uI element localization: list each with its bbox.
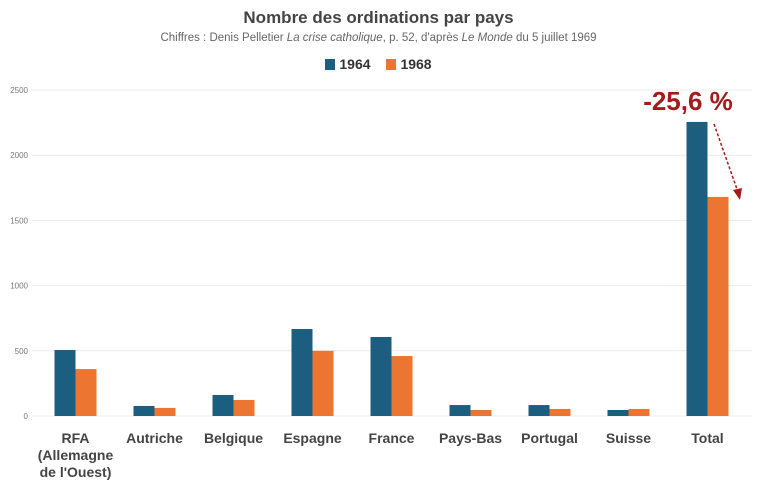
bar-1964 [212,395,234,416]
bar-1964 [291,329,313,416]
x-tick-label: Belgique [204,430,263,446]
legend-label: 1964 [339,56,371,72]
x-tick-label: Portugal [521,430,578,446]
bar-1968 [75,369,97,416]
y-tick-label: 0 [24,412,29,421]
bar-1968 [549,408,571,416]
annotation-arrowhead [733,188,742,200]
bar-1968 [154,407,176,416]
x-tick-label: France [369,430,415,446]
chart-subtitle: Chiffres : Denis Pelletier La crise cath… [160,32,597,44]
x-tick-label: Pays-Bas [439,430,502,446]
legend-swatch-1968 [386,58,397,70]
bar-1968 [470,410,492,416]
x-tick-label: Espagne [283,430,342,446]
x-tick-label: Total [691,430,723,446]
legend: 1964 1968 [0,56,757,73]
legend-item-1968: 1968 [386,56,432,72]
x-tick-label: RFA [62,430,90,446]
bar-1964 [54,350,76,416]
y-tick-label: 2500 [10,86,28,95]
y-tick-label: 500 [15,347,29,356]
bar-1968 [707,196,729,416]
legend-swatch-1964 [325,58,336,70]
bar-1968 [391,356,413,416]
x-tick-label: Suisse [606,430,651,446]
x-tick-label: Autriche [126,430,183,446]
annotation-label: -25,6 % [643,86,733,116]
bar-1968 [233,399,255,416]
bar-1964 [370,336,392,416]
bar-1964 [528,405,550,416]
bar-1964 [133,405,155,416]
x-tick-label: de l'Ouest) [40,464,112,480]
bar-1968 [628,408,650,416]
legend-item-1964: 1964 [325,56,371,72]
bar-1964 [686,121,708,416]
chart-title: Nombre des ordinations par pays [243,8,514,27]
bar-1968 [312,350,334,416]
y-tick-label: 1000 [10,282,28,291]
bar-1964 [607,410,629,416]
bar-1964 [449,405,471,416]
y-tick-label: 2000 [10,151,28,160]
x-tick-label: (Allemagne [38,447,114,463]
annotation-arrow [713,123,739,193]
y-tick-label: 1500 [10,216,28,225]
legend-label: 1968 [400,56,432,72]
